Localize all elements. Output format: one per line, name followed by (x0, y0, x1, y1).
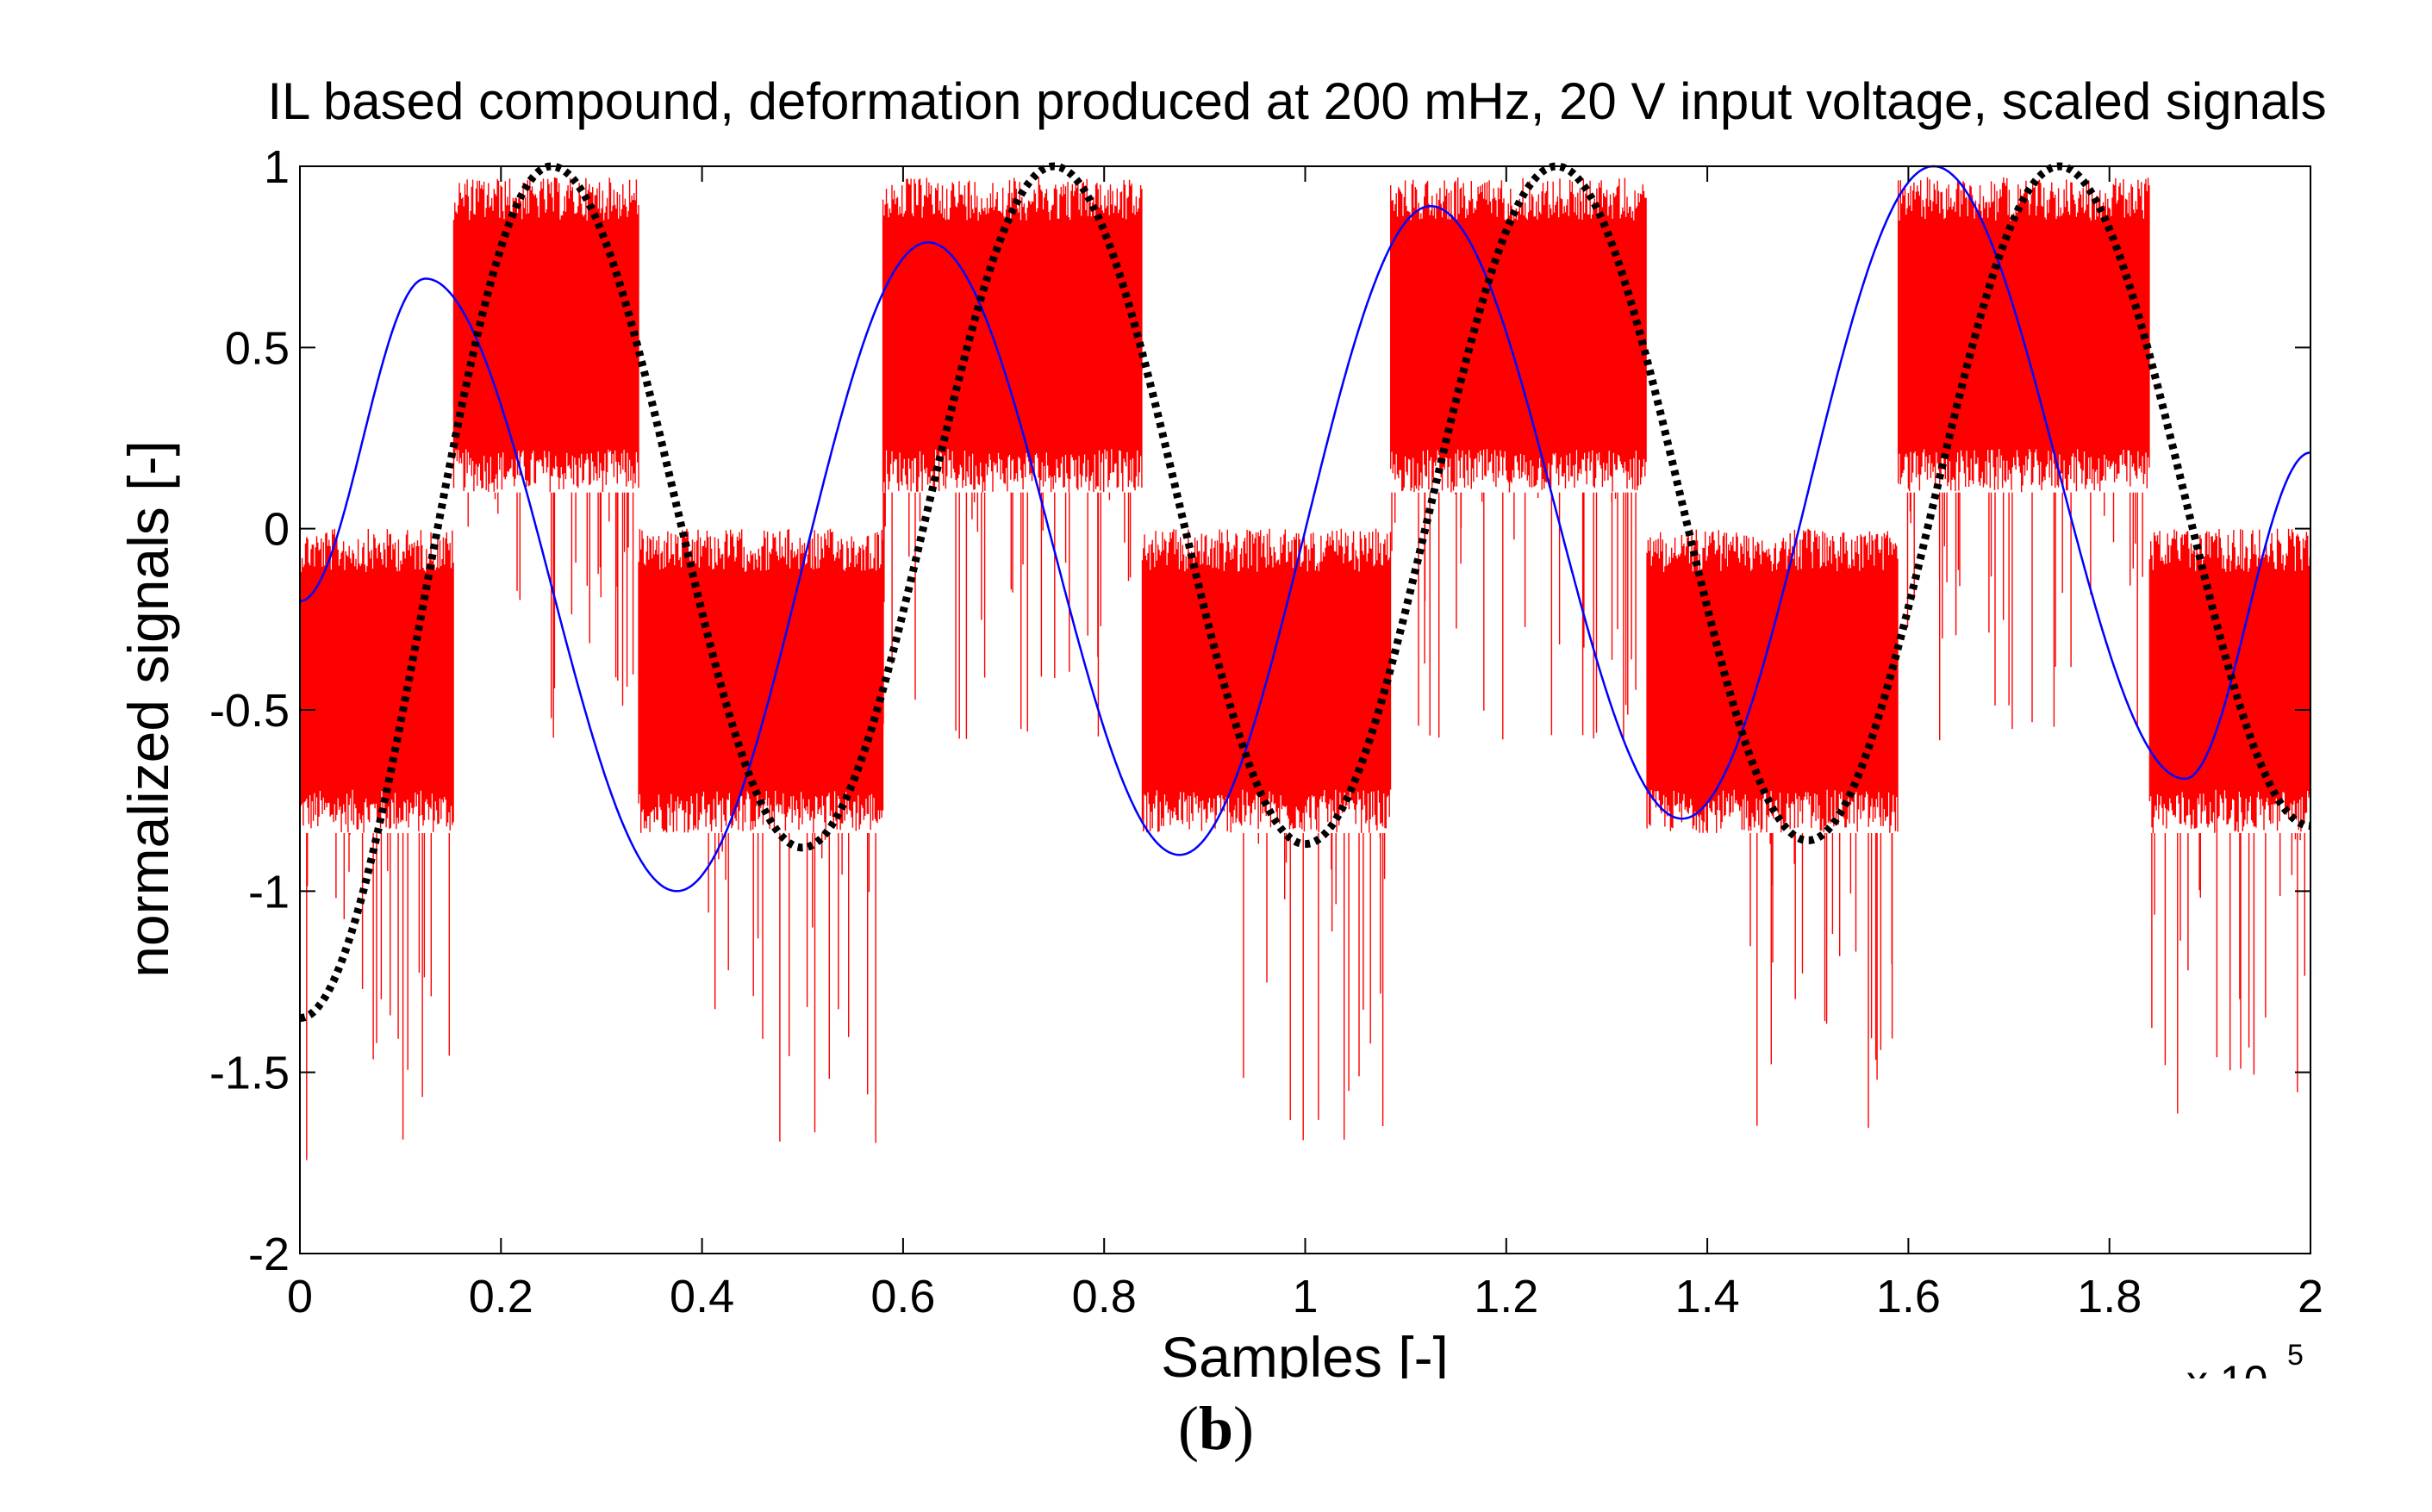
measured-signal-segment (1141, 529, 1235, 833)
series-input-signal (299, 165, 2311, 893)
y-tick-label: 1 (264, 141, 290, 193)
panel-label-close: ) (1233, 1394, 1254, 1463)
chart: IL based compound, deformation produced … (116, 72, 2327, 1378)
x-axis: 0 0.2 0.4 0.6 0.8 1 1.2 1.4 1.6 1.8 2 (287, 166, 2323, 1322)
x-tick-label: 1 (1292, 1271, 1318, 1322)
y-tick-label: -1.5 (209, 1048, 290, 1099)
x-axis-label: Samples [-] (1161, 1325, 1449, 1378)
y-axis: -2 -1.5 -1 -0.5 0 0.5 1 (209, 141, 2310, 1280)
y-tick-label: -2 (248, 1229, 290, 1280)
plot-area (299, 162, 2311, 1254)
series-measured-signal (299, 177, 2310, 1160)
y-tick-label: -1 (248, 866, 290, 918)
measured-signal-segment (1234, 528, 1392, 1141)
measured-signal-segment (1646, 529, 1728, 833)
x-axis-multiplier: x 10 5 (2186, 1339, 2304, 1378)
panel-label-open: ( (1177, 1394, 1199, 1463)
x-axis-multiplier-exponent: 5 (2287, 1339, 2304, 1372)
x-tick-label: 1.8 (2077, 1271, 2142, 1322)
y-tick-label: 0 (264, 504, 290, 556)
measured-signal-segment (882, 177, 1143, 739)
x-tick-label: 1.4 (1675, 1271, 1740, 1322)
panel-label: (b) (0, 1397, 2432, 1459)
measured-signal-segment (638, 528, 708, 833)
series-displacement (299, 162, 2311, 1023)
x-tick-label: 0.4 (670, 1271, 734, 1322)
measured-signal-segment (1390, 177, 1647, 740)
y-tick-label: 0.5 (225, 322, 290, 374)
x-tick-label: 0 (287, 1271, 313, 1322)
x-tick-label: 1.6 (1876, 1271, 1941, 1322)
x-tick-label: 0.2 (469, 1271, 533, 1322)
chart-title: IL based compound, deformation produced … (267, 72, 2326, 130)
x-tick-label: 0.6 (870, 1271, 935, 1322)
x-tick-label: 1.2 (1474, 1271, 1538, 1322)
x-tick-label: 2 (2298, 1271, 2323, 1322)
y-axis-label: normalized signals [-] (116, 440, 180, 978)
x-axis-multiplier-base: x 10 (2186, 1357, 2268, 1378)
measured-signal-segment (1898, 177, 2150, 741)
y-tick-label: -0.5 (209, 685, 290, 737)
x-tick-label: 0.8 (1072, 1271, 1137, 1322)
panel-label-letter: b (1198, 1394, 1234, 1463)
